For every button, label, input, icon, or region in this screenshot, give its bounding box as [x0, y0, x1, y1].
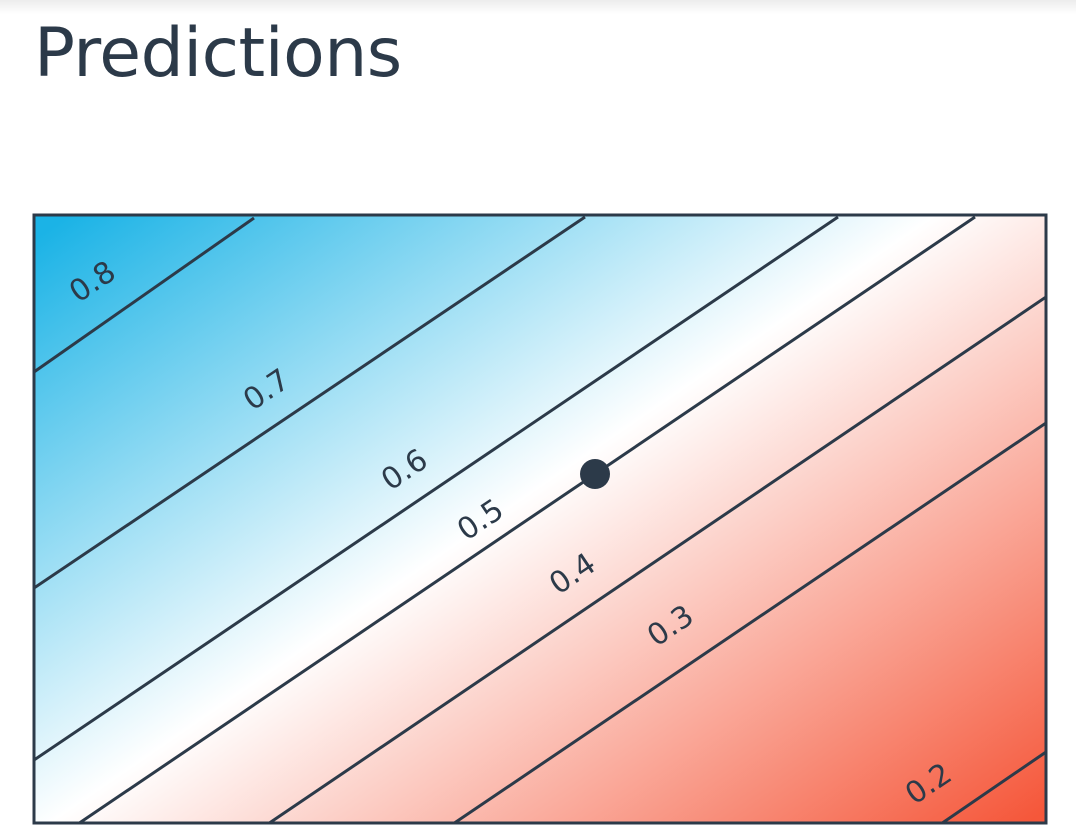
contour-line-0.8: [34, 216, 255, 374]
plot-background: [34, 215, 1046, 823]
contour-line-0.5: [76, 215, 976, 823]
contour-line-0.3: [451, 421, 1046, 823]
contour-line-0.7: [34, 215, 586, 590]
contour-line-0.6: [34, 215, 839, 762]
page-title: Predictions: [34, 14, 402, 93]
contour-line-0.2: [939, 750, 1046, 823]
selected-point-marker[interactable]: [580, 459, 610, 489]
contour-line-0.4: [266, 295, 1046, 823]
plot-frame: [32, 213, 1048, 825]
top-bar: [0, 0, 1076, 14]
